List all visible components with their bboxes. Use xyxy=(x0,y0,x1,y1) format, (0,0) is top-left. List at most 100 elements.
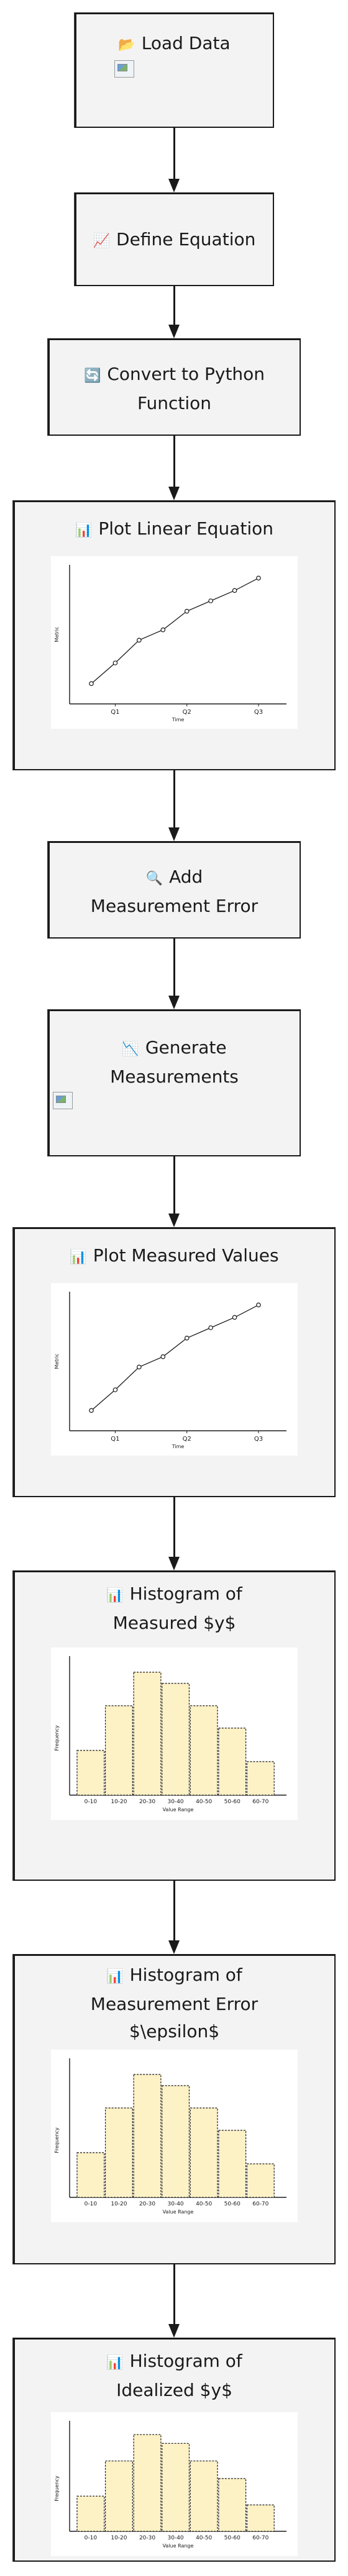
histogram-bar xyxy=(104,1705,133,1796)
bar-chart-icon: 📊 xyxy=(106,1969,124,1984)
refresh-icon: 🔄 xyxy=(83,368,101,384)
arrowhead-icon xyxy=(168,2324,180,2338)
node-title: 📊 Histogram of Idealized $y$ xyxy=(14,2348,334,2404)
x-tick-label: 30-40 xyxy=(168,2535,184,2541)
x-tick-label: 50-60 xyxy=(224,2535,240,2541)
x-tick-label: Q2 xyxy=(183,1436,191,1443)
broken-image-icon xyxy=(114,60,134,78)
arrowhead-icon xyxy=(168,325,180,338)
x-tick-label: 0-10 xyxy=(85,1799,98,1805)
node-histogram-measurement-error[interactable]: 📊 Histogram of Measurement Error $\epsilo… xyxy=(13,1954,336,2264)
bar-chart-icon: 📊 xyxy=(106,2355,124,2371)
x-tick-label: Q3 xyxy=(254,709,263,716)
data-point xyxy=(137,637,142,643)
connector-arrow xyxy=(173,1156,175,1214)
histogram-plot: 0-10 10-20 20-30 30-40 40-50 50-60 60-70 Value … xyxy=(51,2412,298,2556)
node-label: Convert to Python Function xyxy=(107,364,265,413)
x-tick-label: 40-50 xyxy=(196,2201,212,2207)
connector-arrow xyxy=(173,286,175,325)
chart-up-icon: 📈 xyxy=(93,233,111,249)
histogram-bar xyxy=(76,2495,105,2532)
node-plot-measured-values[interactable]: 📊 Plot Measured Values Q1 Q2 Q3 Time Metric xyxy=(13,1227,336,1497)
data-point xyxy=(112,1387,118,1392)
node-title: 📊 Plot Linear Equation xyxy=(14,515,334,544)
node-label: Plot Measured Values xyxy=(93,1245,279,1266)
node-generate-measurements[interactable]: 📉 Generate Measurements xyxy=(48,1009,301,1156)
node-title: 📂 Load Data xyxy=(76,30,273,59)
data-point xyxy=(232,588,237,593)
data-point xyxy=(89,1408,94,1413)
data-point xyxy=(160,627,166,633)
x-tick-label: Q3 xyxy=(254,1436,263,1443)
x-tick-label: 50-60 xyxy=(224,2201,240,2207)
node-define-equation[interactable]: 📈 Define Equation xyxy=(75,192,274,286)
x-tick-label: 40-50 xyxy=(196,1799,212,1805)
histogram-bar xyxy=(190,2461,218,2532)
x-tick-label: Q2 xyxy=(183,709,191,716)
histogram-bar xyxy=(190,2107,218,2198)
x-axis-label: Time xyxy=(172,1444,185,1449)
node-label: Plot Linear Equation xyxy=(98,518,273,539)
x-axis-label: Value Range xyxy=(163,1807,194,1813)
connector-arrow xyxy=(173,939,175,996)
node-label: Histogram of Idealized $y$ xyxy=(116,2351,242,2400)
histogram-bar xyxy=(162,2085,190,2198)
histogram-bar xyxy=(218,2478,247,2532)
x-tick-label: 40-50 xyxy=(196,2535,212,2541)
x-tick-label: Q1 xyxy=(111,709,119,716)
x-tick-label: 60-70 xyxy=(252,2535,268,2541)
x-tick-label: 10-20 xyxy=(111,1799,127,1805)
node-add-measurement-error[interactable]: 🔍 Add Measurement Error xyxy=(48,841,301,939)
node-convert-python[interactable]: 🔄 Convert to Python Function xyxy=(48,338,301,436)
broken-image-icon xyxy=(53,1092,73,1109)
data-point xyxy=(208,1325,213,1330)
data-point xyxy=(184,608,190,614)
arrowhead-icon xyxy=(168,1557,180,1570)
node-label: Define Equation xyxy=(116,229,256,250)
y-axis-label: Frequency xyxy=(54,2127,60,2153)
node-load-data[interactable]: 📂 Load Data xyxy=(75,12,274,128)
line-chart-svg: Q1 Q2 Q3 Time Metric xyxy=(54,565,286,723)
histogram-plot: 0-10 10-20 20-30 30-40 40-50 50-60 60-70 Value … xyxy=(51,2050,298,2222)
x-tick-label: 50-60 xyxy=(224,1799,240,1805)
node-title: 🔍 Add Measurement Error xyxy=(49,863,300,920)
node-title: 📊 Plot Measured Values xyxy=(14,1242,334,1271)
histogram-bar xyxy=(246,2504,275,2532)
node-label: Load Data xyxy=(141,33,231,53)
node-plot-linear-equation[interactable]: 📊 Plot Linear Equation Q1 Q2 Q3 Time Metric xyxy=(13,500,336,770)
node-title: 📊 Histogram of Measurement Error $\epsilo… xyxy=(14,1961,334,2045)
histogram-bar xyxy=(190,1705,218,1796)
histogram-bar xyxy=(76,1750,105,1796)
node-title: 📉 Generate Measurements xyxy=(49,1034,300,1091)
x-axis-label: Time xyxy=(172,717,185,723)
bar-chart-icon: 📊 xyxy=(106,1588,124,1603)
arrowhead-icon xyxy=(168,1214,180,1227)
y-axis-label: Metric xyxy=(54,1354,60,1369)
arrowhead-icon xyxy=(168,827,180,841)
x-axis-label: Value Range xyxy=(163,2209,194,2215)
node-label: Histogram of Measured $y$ xyxy=(112,1583,242,1633)
x-tick-label: 0-10 xyxy=(85,2535,98,2541)
magnifier-icon: 🔍 xyxy=(145,871,163,886)
histogram-bar xyxy=(133,2434,162,2532)
y-axis-label: Metric xyxy=(54,627,60,642)
x-tick-label: 60-70 xyxy=(252,2201,268,2207)
node-histogram-measured-y[interactable]: 📊 Histogram of Measured $y$ 0-10 10-20 20-3… xyxy=(13,1570,336,1881)
histogram-bar xyxy=(218,1727,247,1796)
x-tick-label: 20-30 xyxy=(139,1799,155,1805)
arrowhead-icon xyxy=(168,487,180,500)
y-axis-label: Frequency xyxy=(54,2475,60,2502)
data-point xyxy=(232,1315,237,1320)
y-axis-label: Frequency xyxy=(54,1725,60,1751)
histogram-svg: 0-10 10-20 20-30 30-40 40-50 50-60 60-70 Value … xyxy=(54,1656,286,1813)
histogram-bar xyxy=(246,2163,275,2198)
x-tick-label: 30-40 xyxy=(168,2201,184,2207)
arrowhead-icon xyxy=(168,1940,180,1954)
histogram-plot: 0-10 10-20 20-30 30-40 40-50 50-60 60-70 Value … xyxy=(51,1647,298,1820)
histogram-bar xyxy=(76,2152,105,2198)
node-title: 📊 Histogram of Measured $y$ xyxy=(14,1580,334,1637)
node-title: 📈 Define Equation xyxy=(76,226,273,255)
node-histogram-idealized-y[interactable]: 📊 Histogram of Idealized $y$ 0-10 10-20 20-… xyxy=(13,2338,336,2562)
node-label: Add Measurement Error xyxy=(90,867,259,916)
data-point xyxy=(184,1335,190,1341)
